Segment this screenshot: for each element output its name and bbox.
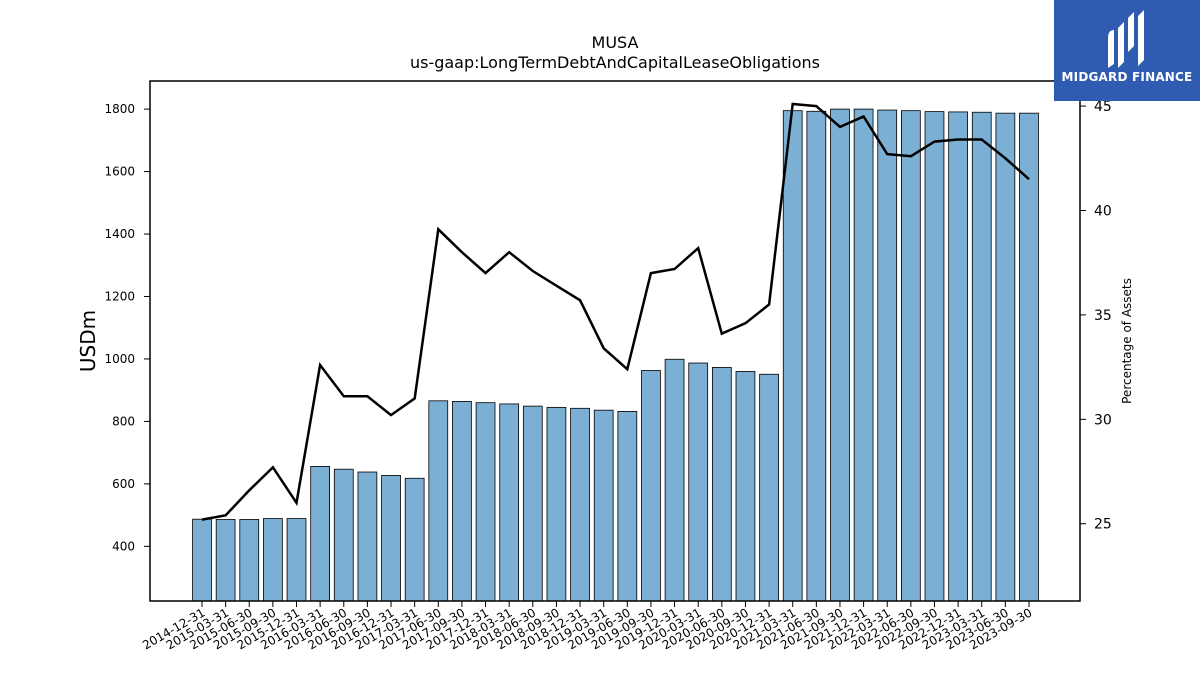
bar-2016-09-30 [357,471,378,602]
bar-2021-12-31 [853,108,874,602]
bar-2017-09-30 [452,401,472,602]
y-tick-label: 1600 [104,165,135,179]
y-right-tick-label: 45 [1094,99,1112,115]
bar-2021-03-31 [782,110,803,602]
y-right-tick-label: 40 [1094,203,1112,219]
bars [192,108,1039,602]
bar-2017-03-31 [404,477,425,602]
bar-2020-03-31 [688,362,709,602]
chart-title: MUSA [592,33,639,52]
bar-2015-06-30 [239,519,260,602]
y-tick-label: 600 [112,477,135,491]
bar-2020-09-30 [735,371,756,602]
percentage-line [201,102,1030,521]
bar-2015-12-31 [286,518,307,602]
y-tick-label: 400 [112,539,135,553]
bar-2017-06-30 [428,400,449,602]
bar-2018-06-30 [522,405,543,602]
bar-2020-06-30 [711,366,732,602]
y-right-tick-label: 35 [1094,308,1112,324]
bar-2014-12-31 [192,518,212,602]
plot-frame [149,80,1081,602]
y-axis-right-label: Percentage of Assets [1120,278,1134,404]
y-tick-label: 1000 [104,352,135,366]
bar-2016-03-31 [310,465,330,602]
bar-2018-09-30 [546,406,567,602]
logo: MIDGARD FINANCE [1054,0,1200,101]
bar-2023-03-31 [971,111,992,602]
bar-2022-09-30 [924,111,945,602]
y-right-tick-label: 25 [1094,517,1112,533]
bar-2016-06-30 [333,468,354,602]
bar-2022-03-31 [877,109,898,602]
bar-2019-12-31 [664,358,685,602]
bar-2020-12-31 [759,373,779,602]
line-layer [201,102,1030,521]
y-tick-label: 1200 [104,289,135,303]
y-tick-label: 1400 [104,227,135,241]
bar-2016-12-31 [381,475,401,602]
bar-2018-03-31 [499,403,520,602]
y-tick-label: 1800 [104,102,135,116]
bar-2023-06-30 [995,112,1016,602]
bar-2022-06-30 [901,110,921,602]
bar-2015-03-31 [215,519,236,602]
logo-text: MIDGARD FINANCE [1061,70,1193,84]
bar-2019-09-30 [641,370,661,602]
y-axis-label: USDm [76,310,100,372]
y-axis-left: 400 600 800 1000 1200 1400 1600 1800 [104,102,150,553]
bar-2021-06-30 [806,110,827,602]
y-right-tick-label: 30 [1094,412,1112,428]
bar-2019-06-30 [617,411,638,602]
logo-mark-icon [1108,10,1144,68]
chart-subtitle: us-gaap:LongTermDebtAndCapitalLeaseOblig… [410,53,820,72]
bar-2023-09-30 [1019,112,1039,602]
bar-2018-12-31 [570,407,590,602]
bar-2015-09-30 [263,518,283,602]
bar-2019-03-31 [593,409,614,602]
y-axis-right: 25 30 35 40 45 [1080,99,1112,533]
bar-2017-12-31 [475,402,496,602]
bar-2021-09-30 [830,108,850,602]
y-tick-label: 800 [112,414,135,428]
bar-2022-12-31 [948,111,968,602]
x-axis: 2014-12-312015-03-312015-06-302015-09-30… [140,601,1035,652]
